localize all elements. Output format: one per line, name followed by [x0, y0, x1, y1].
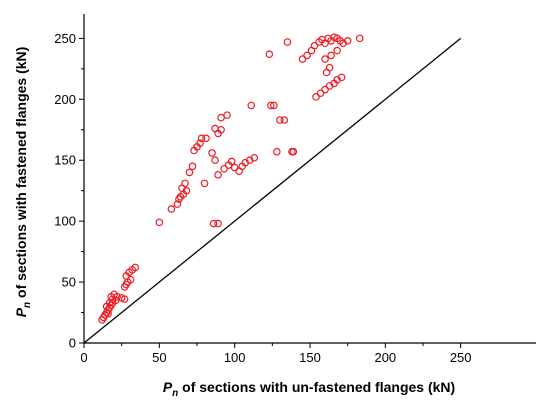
data-point — [230, 163, 239, 172]
data-point — [276, 116, 284, 124]
data-point — [265, 50, 274, 59]
y-tick-label: 0 — [69, 336, 76, 351]
data-points — [98, 33, 364, 324]
data-point — [270, 101, 278, 110]
data-point — [208, 149, 216, 157]
data-point — [273, 147, 281, 156]
data-point — [280, 116, 289, 124]
data-point — [173, 200, 182, 208]
x-tick-label: 150 — [299, 350, 321, 365]
data-point — [220, 164, 228, 173]
y-tick-label: 150 — [54, 153, 76, 168]
x-axis-title-text: of sections with un-fastened flanges (kN… — [178, 379, 455, 395]
data-point — [322, 68, 331, 77]
data-point — [250, 153, 259, 162]
x-tick-label: 50 — [152, 350, 166, 365]
data-point — [283, 38, 292, 46]
data-point — [209, 219, 218, 228]
x-axis-title: Pn of sections with un-fastened flanges … — [163, 379, 455, 399]
data-point — [188, 162, 197, 171]
y-axis-title-text: of sections with fastened flanges (kN) — [13, 47, 29, 302]
data-point — [289, 147, 298, 156]
data-point — [223, 111, 231, 119]
data-point — [211, 124, 219, 133]
data-point — [202, 134, 210, 143]
data-point — [104, 309, 112, 318]
data-point — [267, 101, 275, 110]
y-axis-title: Pn of sections with fastened flanges (kN… — [13, 47, 33, 318]
y-tick-label: 100 — [54, 214, 76, 229]
data-point — [327, 51, 335, 60]
x-axis-title-symbol: P — [163, 379, 173, 395]
axes: 0 50 100 150 200 250 0 50 100 150 200 250 — [54, 14, 536, 365]
x-tick-label: 250 — [450, 350, 472, 365]
data-point — [321, 85, 329, 94]
data-point — [214, 219, 222, 228]
data-point — [200, 179, 209, 188]
data-point — [120, 295, 129, 303]
data-point — [185, 168, 194, 177]
x-tick-label: 0 — [80, 350, 87, 365]
data-point — [310, 41, 319, 50]
data-point — [211, 156, 219, 165]
data-point — [337, 73, 346, 82]
data-point — [321, 55, 329, 63]
data-point — [227, 157, 236, 166]
data-point — [298, 55, 307, 63]
data-point — [126, 275, 135, 284]
reference-line-y-equals-x — [83, 37, 462, 344]
data-point — [343, 37, 352, 45]
data-point — [247, 101, 256, 110]
data-point — [303, 51, 311, 60]
data-point — [214, 171, 222, 179]
y-tick-label: 200 — [54, 92, 76, 107]
data-point — [155, 218, 164, 227]
data-point — [113, 292, 121, 301]
x-tick-label: 200 — [374, 350, 396, 365]
data-point — [333, 46, 341, 55]
data-point — [355, 34, 364, 43]
x-tick-label: 100 — [224, 350, 246, 365]
data-point — [167, 205, 176, 213]
data-point — [197, 134, 206, 143]
data-point — [316, 89, 325, 98]
data-point — [131, 263, 140, 272]
y-axis-title-symbol: P — [13, 307, 29, 317]
y-tick-label: 250 — [54, 31, 76, 46]
y-axis-title-subscript: n — [22, 302, 33, 308]
x-axis-title-subscript: n — [172, 388, 178, 399]
y-tick-label: 50 — [62, 275, 76, 290]
data-point — [196, 139, 204, 147]
data-point — [312, 93, 320, 101]
reference-line-layer — [83, 37, 462, 344]
data-point — [181, 179, 189, 188]
